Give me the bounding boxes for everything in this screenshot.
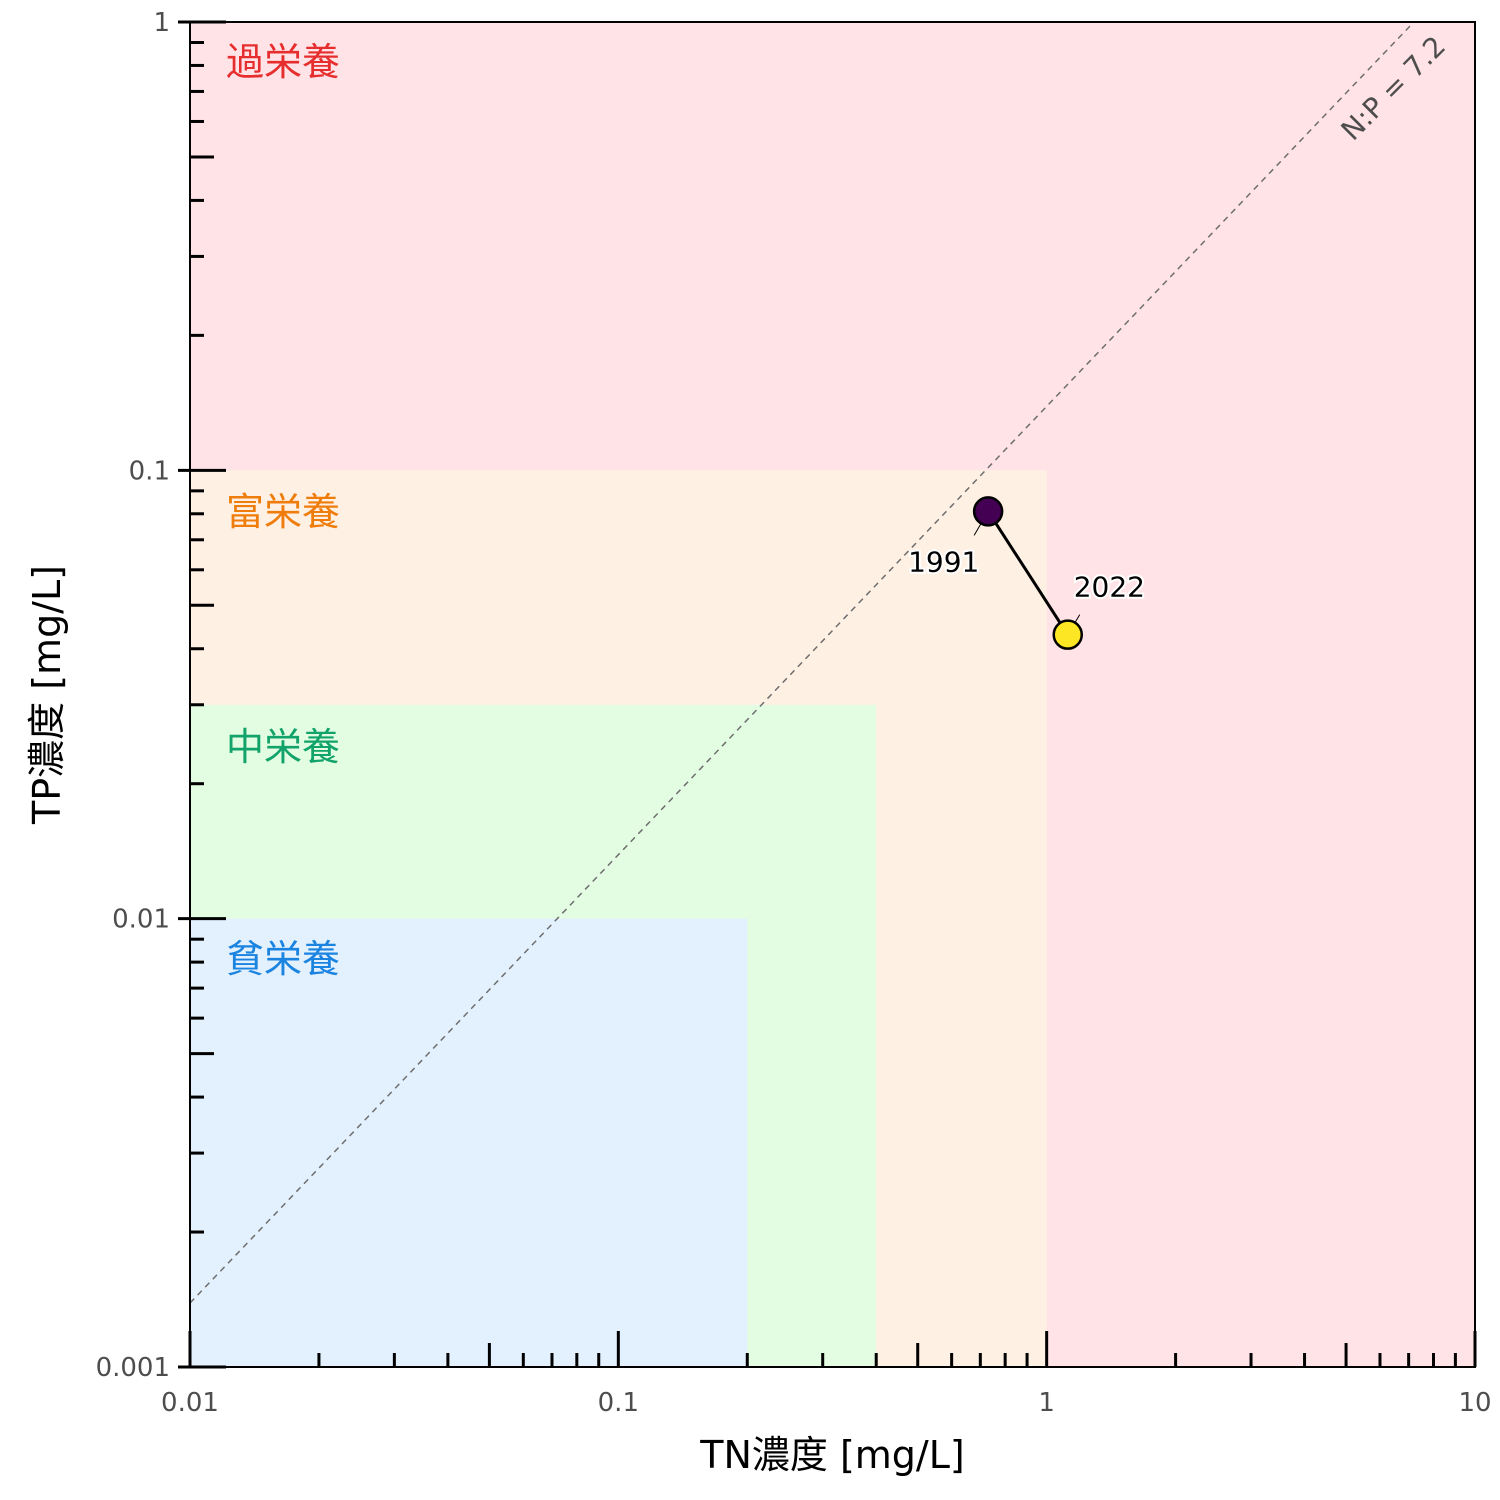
x-axis: 0.01 0.1 1 10 bbox=[161, 1331, 1492, 1418]
y-axis-title: TP濃度 [mg/L] bbox=[25, 565, 69, 825]
np-ratio-line bbox=[189, 21, 1415, 1304]
point-2022 bbox=[1052, 619, 1083, 650]
trend-line bbox=[986, 510, 1070, 636]
region-3-label: 中栄養 bbox=[226, 725, 340, 769]
y-tick-label: 0.01 bbox=[112, 905, 170, 935]
x-tick-label: 10 bbox=[1458, 1388, 1491, 1418]
region-4-area bbox=[190, 918, 748, 1367]
y-tick-label: 1 bbox=[153, 8, 170, 38]
x-tick-label: 0.01 bbox=[161, 1388, 219, 1418]
x-tick-label: 0.1 bbox=[598, 1388, 639, 1418]
y-tick-label: 0.001 bbox=[96, 1353, 170, 1383]
x-axis-title: TN濃度 [mg/L] bbox=[699, 1433, 964, 1477]
region-1-label: 過栄養 bbox=[226, 40, 340, 84]
point-1991-label: 1991 bbox=[908, 545, 979, 578]
trophic-regions bbox=[190, 22, 1475, 1367]
point-1991 bbox=[972, 496, 1004, 527]
point-2022-label: 2022 bbox=[1074, 571, 1145, 604]
y-tick-label: 0.1 bbox=[129, 456, 170, 486]
data-series: 1991 2022 bbox=[906, 496, 1147, 650]
plot-frame bbox=[189, 21, 1476, 1368]
x-tick-label: 1 bbox=[1038, 1388, 1055, 1418]
region-2-label: 富栄養 bbox=[226, 490, 340, 534]
y-axis: 0.001 0.01 0.1 1 bbox=[96, 8, 226, 1383]
region-4-label: 貧栄養 bbox=[226, 937, 340, 981]
